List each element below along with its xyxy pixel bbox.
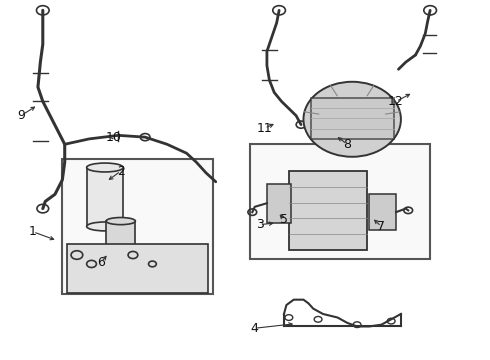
Bar <box>311 98 393 139</box>
Text: 4: 4 <box>251 322 259 335</box>
Text: 9: 9 <box>17 109 25 122</box>
Bar <box>62 158 213 294</box>
Ellipse shape <box>106 249 135 257</box>
Text: 3: 3 <box>256 218 264 231</box>
Text: 6: 6 <box>98 256 105 269</box>
Text: 12: 12 <box>388 95 404 108</box>
Bar <box>267 184 291 223</box>
Bar <box>369 194 396 230</box>
Text: 1: 1 <box>29 225 37 238</box>
Text: 7: 7 <box>377 220 386 233</box>
Bar <box>106 221 135 253</box>
Bar <box>250 144 430 258</box>
Text: 2: 2 <box>117 165 124 177</box>
Ellipse shape <box>87 163 123 172</box>
Text: 8: 8 <box>343 138 351 151</box>
Ellipse shape <box>87 222 123 231</box>
Ellipse shape <box>303 82 401 157</box>
Text: 11: 11 <box>257 122 272 135</box>
Bar <box>87 167 123 226</box>
Text: 10: 10 <box>105 131 122 144</box>
Bar <box>67 244 208 293</box>
Ellipse shape <box>106 217 135 225</box>
Bar <box>289 171 367 249</box>
Text: 5: 5 <box>280 213 288 226</box>
